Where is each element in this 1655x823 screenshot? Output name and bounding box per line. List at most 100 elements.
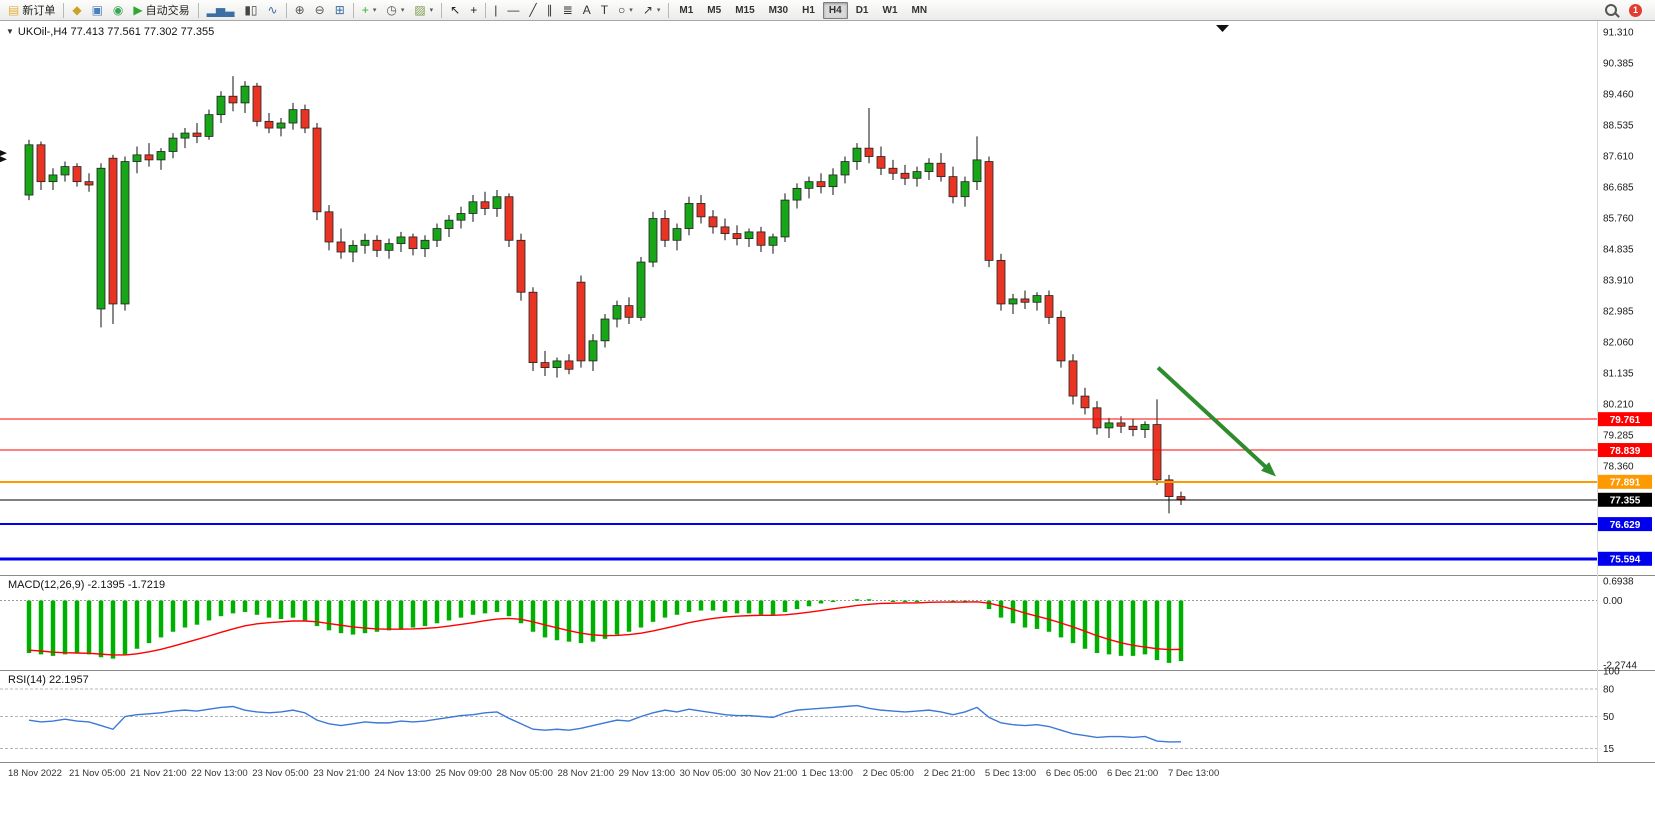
notification-badge[interactable]: 1 [1629, 3, 1642, 17]
candle-bear [1044, 295, 1054, 318]
candle-bear [984, 161, 994, 261]
price-axis-label: 84.835 [1603, 245, 1634, 256]
time-axis-label: 1 Dec 13:00 [802, 768, 853, 779]
candle-bull [636, 261, 646, 318]
time-axis-label: 21 Nov 21:00 [130, 768, 187, 779]
bar-chart-icon: ▂▅▃ [206, 3, 235, 17]
candle-bear [504, 196, 514, 241]
dropdown-caret-icon: ▾ [629, 7, 633, 14]
price-axis-label: 83.910 [1603, 276, 1634, 287]
horizontal-line-button[interactable]: — [502, 1, 524, 20]
rsi-axis-label: 80 [1603, 685, 1615, 696]
rsi-axis-label: 15 [1603, 744, 1615, 755]
tile-windows-button[interactable]: ⊞ [330, 1, 350, 20]
toolbar-right-group: 1 [1600, 1, 1652, 20]
resistance-line-1-price-tag [1598, 412, 1652, 427]
crosshair-icon: + [470, 3, 478, 17]
candle-bull [360, 239, 370, 246]
auto-trading-button[interactable]: ▶ 自动交易 [128, 1, 194, 20]
candle-bull [588, 340, 598, 362]
tester-icon: ◉ [112, 3, 124, 17]
candle-bear [948, 176, 958, 198]
bid-marker-icon [0, 156, 7, 163]
vertical-line-button[interactable]: | [489, 1, 502, 20]
timeframe-m30-button[interactable]: M30 [768, 4, 789, 16]
candle-bear [624, 305, 634, 318]
candle-bull [444, 219, 454, 229]
search-button[interactable] [1600, 1, 1622, 20]
time-axis-label: 28 Nov 05:00 [496, 768, 553, 779]
candle-bear [1164, 479, 1174, 497]
time-axis[interactable]: 18 Nov 2022 21 Nov 05:00 21 Nov 21:00 22 No… [8, 768, 1219, 779]
candle-bull [552, 360, 562, 369]
candle-bear [900, 172, 910, 179]
time-axis-label: 29 Nov 13:00 [619, 768, 676, 779]
strategy-tester-button[interactable]: ◉ [108, 1, 128, 20]
price-axis-label: 88.535 [1603, 121, 1634, 132]
timeframe-h1-button[interactable]: H1 [802, 4, 815, 16]
line-chart-button[interactable]: ∿ [263, 1, 283, 20]
candle-bear [252, 85, 262, 122]
timeframe-m1-button[interactable]: M1 [679, 4, 694, 16]
candlestick-chart-button[interactable]: ▮▯ [239, 1, 262, 20]
timeframe-h4-button[interactable]: H4 [822, 1, 848, 19]
candle-bull [960, 181, 970, 198]
timeframe-m5-button[interactable]: M5 [707, 4, 722, 16]
current-price-line-price-text: 77.355 [1610, 496, 1641, 507]
periods-button[interactable]: ◷ ▾ [381, 1, 409, 20]
shapes-button[interactable]: ○ ▾ [613, 1, 638, 20]
zoom-in-button[interactable]: ⊕ [290, 1, 310, 20]
text-label-icon: T [600, 3, 609, 17]
timeframe-w1-button[interactable]: W1 [882, 4, 898, 16]
trend-arrow-annotation[interactable] [1156, 366, 1272, 473]
trendline-button[interactable]: ╱ [524, 1, 541, 20]
support-line-2-price-tag [1598, 551, 1652, 566]
clock-icon: ◷ [386, 3, 397, 17]
candle-bear [264, 120, 274, 129]
price-axis-label: 80.210 [1603, 400, 1634, 411]
indicators-button[interactable]: + ▾ [357, 1, 382, 20]
candle-bull [972, 159, 982, 183]
toolbar-separator [668, 2, 670, 18]
candle-bear [1092, 407, 1102, 429]
crosshair-button[interactable]: + [465, 1, 482, 20]
toolbar-separator [197, 2, 199, 18]
current-price-line-price-tag [1598, 492, 1652, 507]
zoom-out-button[interactable]: ⊖ [310, 1, 330, 20]
templates-button[interactable]: ▨ ▾ [409, 1, 438, 20]
new-order-button[interactable]: ▤ 新订单 [3, 1, 60, 20]
charts-profile-button[interactable]: ◆ [67, 1, 86, 20]
candle-bear [372, 239, 382, 251]
price-axis-label: 91.310 [1603, 28, 1634, 39]
scroll-to-end-icon[interactable] [1216, 25, 1229, 32]
candle-bear [660, 218, 670, 241]
zoom-in-icon: ⊕ [294, 3, 305, 17]
chart-canvas[interactable]: 79.761 78.839 77.891 77.355 76.629 75.594 91.3… [0, 21, 1655, 823]
market-watch-icon: ▣ [91, 3, 103, 17]
cursor-button[interactable]: ↖ [445, 1, 465, 20]
timeframe-m15-button[interactable]: M15 [735, 4, 755, 16]
text-button[interactable]: A [578, 1, 596, 20]
candle-bear [864, 147, 874, 157]
candle-bull [348, 244, 358, 253]
cursor-icon: ↖ [450, 3, 461, 17]
candle-bear [936, 162, 946, 178]
text-label-button[interactable]: T [596, 1, 613, 20]
fibonacci-button[interactable]: ≣ [558, 1, 578, 20]
candle-bull [804, 181, 814, 189]
vertical-line-icon: | [494, 3, 498, 17]
line-chart-icon: ∿ [267, 3, 278, 17]
candle-bull [852, 147, 862, 162]
timeframe-mn-button[interactable]: MN [911, 4, 928, 16]
timeframe-d1-button[interactable]: D1 [855, 4, 869, 16]
arrows-button[interactable]: ↗ ▾ [638, 1, 666, 20]
channel-button[interactable]: ∥ [542, 1, 558, 20]
time-axis-label: 5 Dec 13:00 [985, 768, 1036, 779]
candle-bear [312, 127, 322, 213]
bar-chart-button[interactable]: ▂▅▃ [202, 1, 240, 20]
market-watch-button[interactable]: ▣ [87, 1, 108, 20]
horizontal-line-icon: — [507, 3, 520, 17]
time-axis-label: 18 Nov 2022 [8, 768, 62, 779]
time-axis-label: 25 Nov 09:00 [435, 768, 492, 779]
candle-bull [792, 187, 802, 201]
